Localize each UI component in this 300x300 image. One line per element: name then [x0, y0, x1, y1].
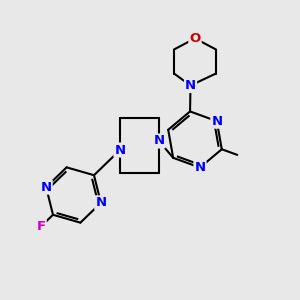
- Text: N: N: [211, 115, 222, 128]
- Text: F: F: [37, 220, 46, 233]
- Text: N: N: [194, 161, 206, 174]
- Text: N: N: [95, 196, 106, 209]
- Text: N: N: [114, 143, 126, 157]
- Text: N: N: [40, 181, 52, 194]
- Text: N: N: [185, 79, 196, 92]
- Text: O: O: [189, 32, 201, 45]
- Text: N: N: [153, 134, 165, 148]
